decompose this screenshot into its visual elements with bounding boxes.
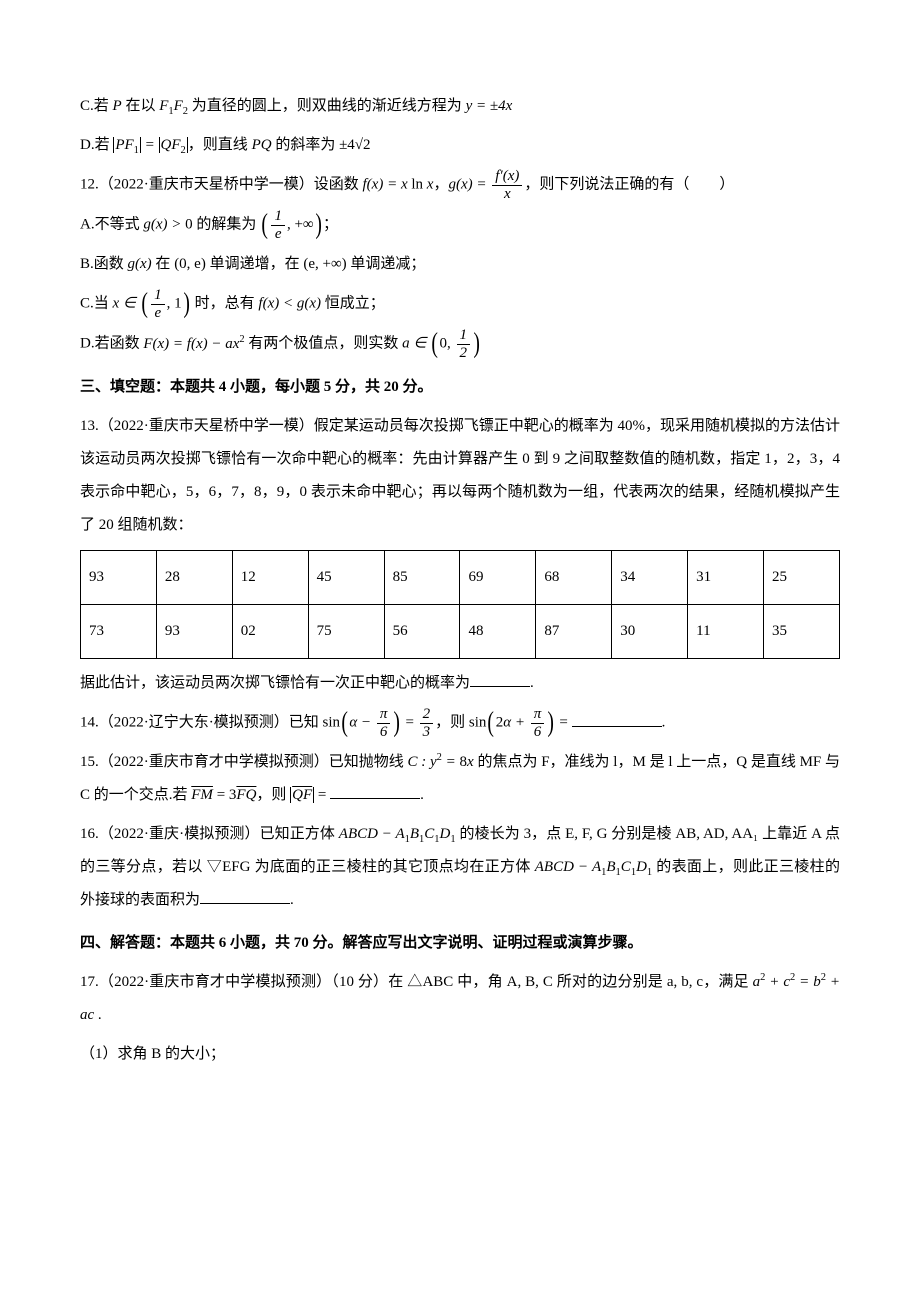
- q13-table-body: 9328124585696834312573930275564887301135: [81, 551, 840, 659]
- table-cell: 56: [384, 605, 460, 659]
- q12-option-b: B.函数 g(x) 在 (0, e) 单调递增，在 (e, +∞) 单调递减；: [80, 248, 840, 281]
- q15: 15.（2022·重庆市育才中学模拟预测）已知抛物线 C : y2 = 8x 的…: [80, 746, 840, 812]
- table-cell: 31: [688, 551, 764, 605]
- q14: 14.（2022·辽宁大东·模拟预测）已知 sin(α − π6) = 23，则…: [80, 706, 840, 740]
- table-cell: 93: [156, 605, 232, 659]
- q17-stem: 17.（2022·重庆市育才中学模拟预测）（10 分）在 △ABC 中，角 A,…: [80, 966, 840, 1032]
- table-cell: 11: [688, 605, 764, 659]
- q17-part1: （1）求角 B 的大小；: [80, 1038, 840, 1071]
- table-cell: 75: [308, 605, 384, 659]
- table-cell: 35: [764, 605, 840, 659]
- table-cell: 85: [384, 551, 460, 605]
- table-cell: 69: [460, 551, 536, 605]
- table-cell: 73: [81, 605, 157, 659]
- section-4-heading: 四、解答题：本题共 6 小题，共 70 分。解答应写出文字说明、证明过程或演算步…: [80, 927, 840, 960]
- q12-option-a: A.不等式 g(x) > 0 的解集为 (1e, +∞)；: [80, 208, 840, 242]
- table-cell: 12: [232, 551, 308, 605]
- q16: 16.（2022·重庆·模拟预测）已知正方体 ABCD − A1B1C1D1 的…: [80, 818, 840, 917]
- q12-option-d: D.若函数 F(x) = f(x) − ax2 有两个极值点，则实数 a ∈ (…: [80, 327, 840, 361]
- table-row: 73930275564887301135: [81, 605, 840, 659]
- section-3-heading: 三、填空题：本题共 4 小题，每小题 5 分，共 20 分。: [80, 371, 840, 404]
- q13-table: 9328124585696834312573930275564887301135: [80, 550, 840, 659]
- table-row: 93281245856968343125: [81, 551, 840, 605]
- table-cell: 48: [460, 605, 536, 659]
- table-cell: 45: [308, 551, 384, 605]
- q11-option-c: C.若 P 在以 F1F2 为直径的圆上，则双曲线的渐近线方程为 y = ±4x: [80, 90, 840, 123]
- q13-para2: 据此估计，该运动员两次掷飞镖恰有一次正中靶心的概率为.: [80, 667, 840, 700]
- table-cell: 87: [536, 605, 612, 659]
- table-cell: 28: [156, 551, 232, 605]
- table-cell: 30: [612, 605, 688, 659]
- table-cell: 34: [612, 551, 688, 605]
- table-cell: 02: [232, 605, 308, 659]
- q12-stem: 12.（2022·重庆市天星桥中学一模）设函数 f(x) = x ln x，g(…: [80, 168, 840, 202]
- table-cell: 68: [536, 551, 612, 605]
- q12-option-c: C.当 x ∈ (1e, 1) 时，总有 f(x) < g(x) 恒成立；: [80, 287, 840, 321]
- table-cell: 93: [81, 551, 157, 605]
- q11-option-d: D.若 PF1 = QF2，则直线 PQ 的斜率为 ±4√2: [80, 129, 840, 162]
- table-cell: 25: [764, 551, 840, 605]
- q13-para1: 13.（2022·重庆市天星桥中学一模）假定某运动员每次投掷飞镖正中靶心的概率为…: [80, 410, 840, 542]
